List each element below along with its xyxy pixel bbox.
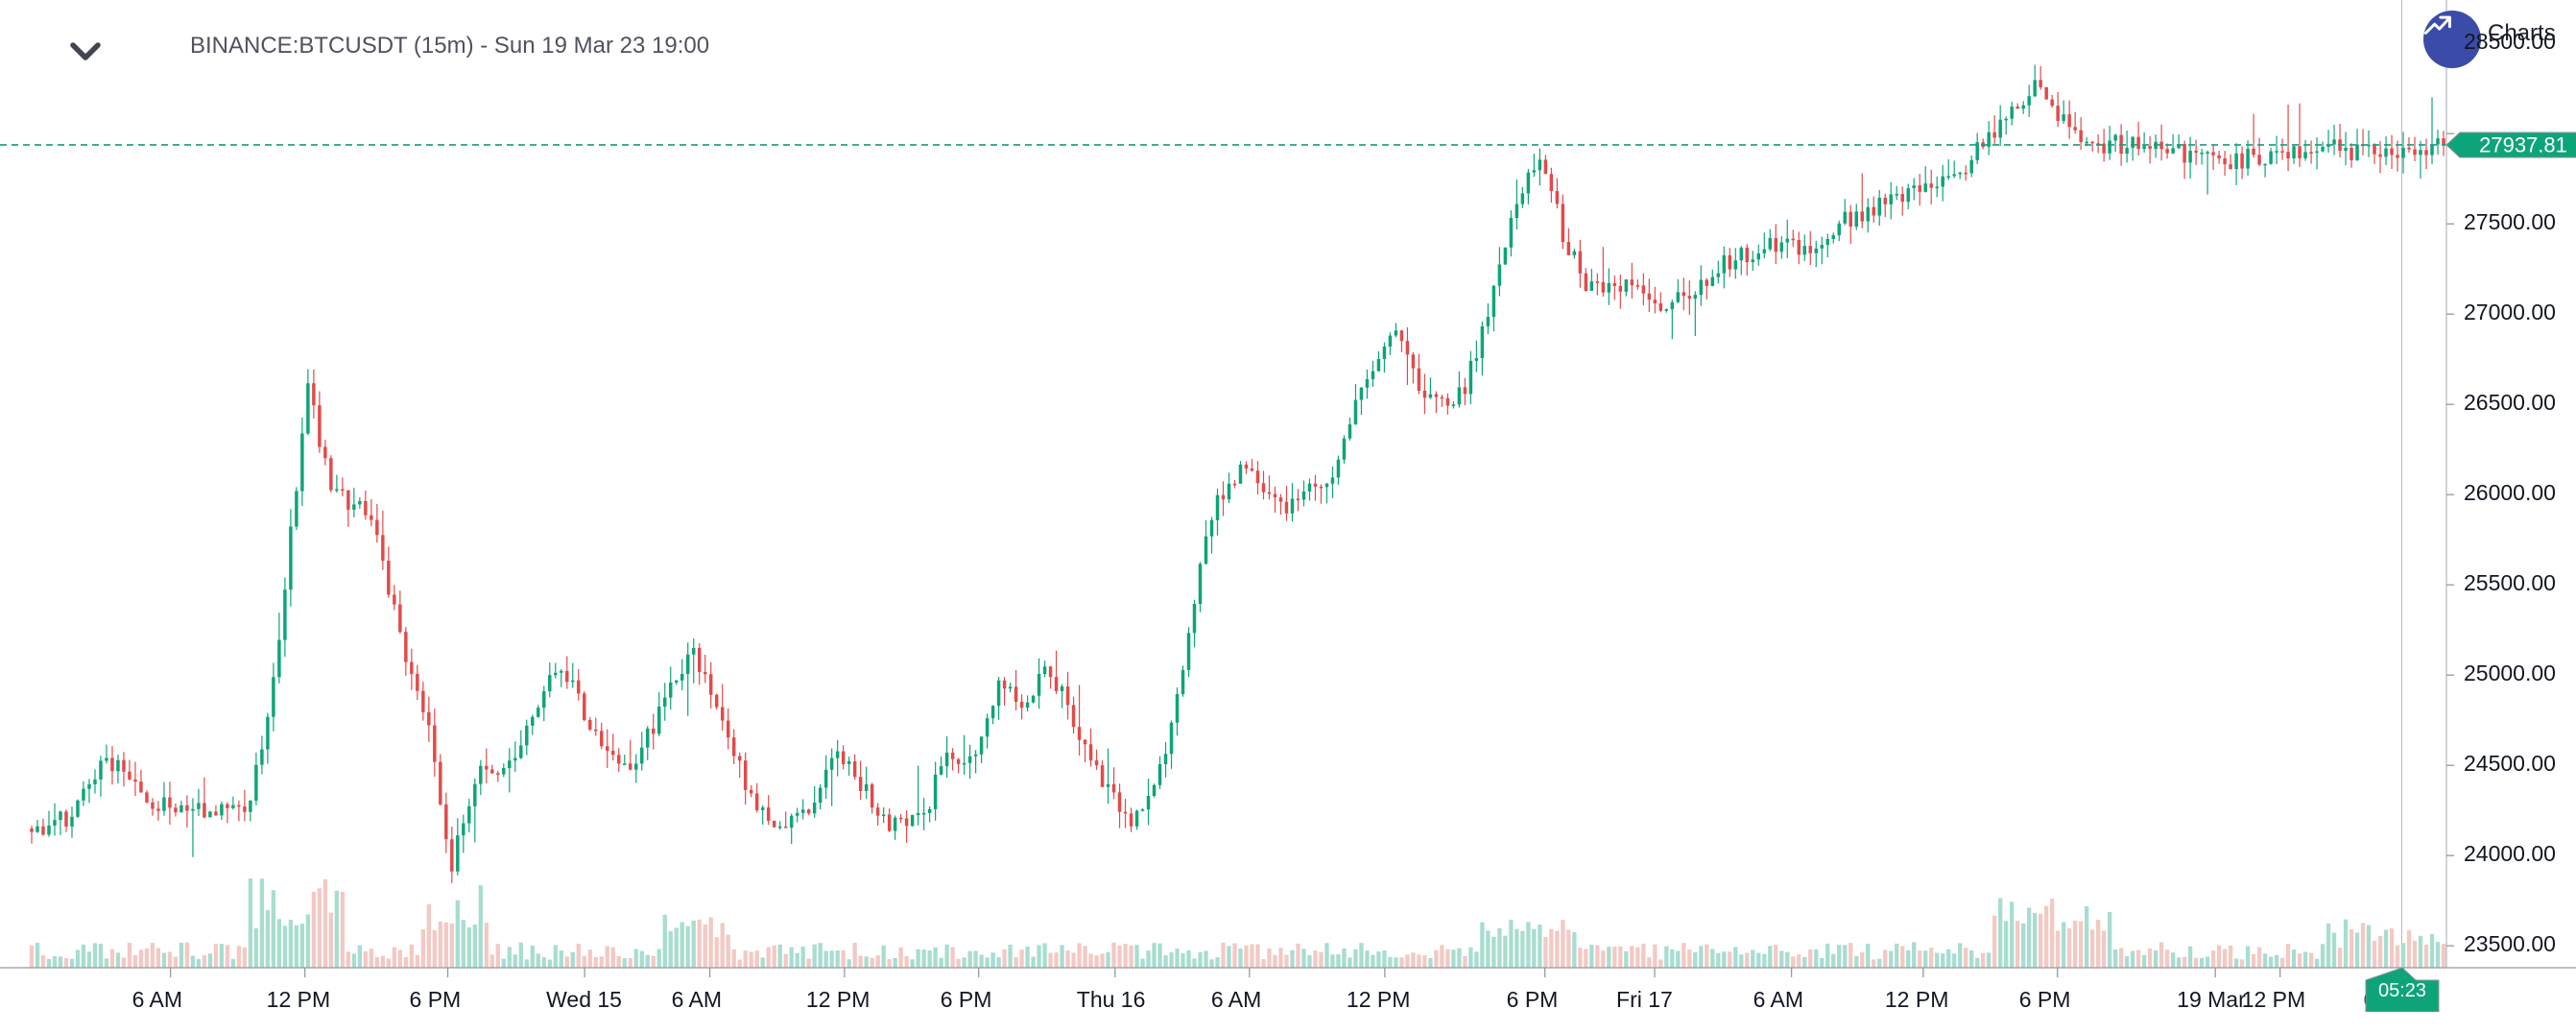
- svg-text:05:23: 05:23: [2378, 980, 2426, 1001]
- svg-text:27937.81: 27937.81: [2479, 132, 2567, 156]
